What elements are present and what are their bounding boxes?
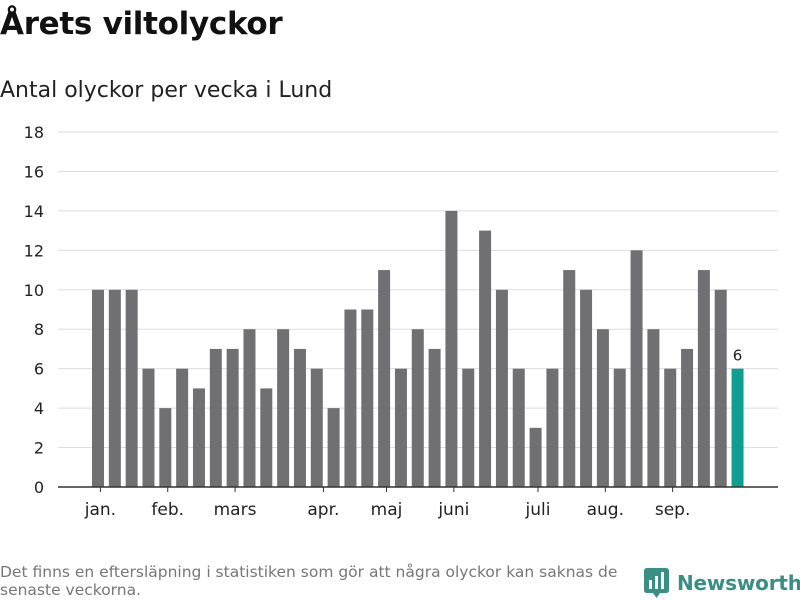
bar-layer: [92, 210, 744, 488]
y-tick-label: 16: [24, 162, 44, 181]
bar: [142, 368, 155, 487]
bar: [125, 289, 138, 487]
y-tick-label: 10: [24, 281, 44, 300]
bar: [378, 270, 391, 487]
bar: [92, 289, 104, 487]
chart-subtitle: Antal olyckor per vecka i Lund: [0, 78, 333, 103]
y-tick-label: 4: [34, 399, 44, 418]
bar: [226, 348, 239, 487]
bar: [192, 388, 205, 487]
bar: [647, 329, 660, 487]
bar: [697, 270, 710, 487]
footnote: Det finns en eftersläpning i statistiken…: [0, 563, 618, 599]
bar: [580, 289, 593, 487]
bar: [479, 230, 492, 488]
bar: [714, 289, 727, 487]
bar: [462, 368, 475, 487]
bar-highlight: [731, 368, 744, 487]
bar: [411, 329, 424, 487]
bar: [428, 348, 441, 487]
bar: [664, 368, 677, 487]
bar: [512, 368, 525, 487]
bar: [243, 329, 256, 487]
bar: [344, 309, 357, 487]
bar: [176, 368, 189, 487]
x-tick-label: juni: [437, 500, 469, 520]
y-tick-label: 12: [24, 241, 44, 260]
x-tick-label: sep.: [655, 500, 691, 520]
bar: [327, 408, 340, 487]
bar: [361, 309, 374, 487]
bar: [260, 388, 273, 487]
bar-data-label: 6: [733, 347, 743, 365]
bar: [394, 368, 407, 487]
x-tick-label: maj: [371, 500, 403, 520]
x-tick-label: juli: [525, 500, 551, 520]
bar: [529, 427, 542, 487]
bar: [209, 348, 222, 487]
x-tick-label: feb.: [151, 500, 184, 520]
bar: [310, 368, 323, 487]
y-tick-label: 6: [34, 360, 44, 379]
y-tick-label: 18: [24, 123, 44, 142]
bar: [563, 270, 576, 487]
bar: [293, 348, 306, 487]
bar: [159, 408, 172, 487]
y-tick-label: 2: [34, 439, 44, 458]
chart-title: Årets viltolyckor: [0, 6, 283, 42]
bar: [108, 289, 121, 487]
label-layer: 0 2 4 6 8 10 12 14 16 18 6 jan. feb. mars apr. maj juni j…: [24, 123, 778, 520]
x-tick-label: apr.: [307, 500, 339, 520]
x-tick-label: jan.: [84, 500, 116, 520]
bar: [681, 348, 694, 487]
bar: [613, 368, 626, 487]
bar: [277, 329, 290, 487]
brand-name: Newsworthy: [677, 571, 800, 595]
bar-chart: 0 2 4 6 8 10 12 14 16 18 6 jan. feb. mars apr. maj juni j…: [24, 123, 778, 520]
bar: [596, 329, 609, 487]
y-tick-label: 8: [34, 320, 44, 339]
bar: [445, 210, 458, 487]
y-tick-label: 0: [34, 478, 44, 497]
newsworthy-logo-icon: [644, 568, 669, 598]
bar: [630, 250, 643, 487]
brand-logo[interactable]: Newsworthy: [644, 568, 800, 598]
x-tick-label: mars: [214, 500, 257, 520]
x-tick-label: aug.: [587, 500, 624, 520]
bar: [546, 368, 559, 487]
y-tick-label: 14: [24, 202, 44, 221]
bar: [495, 289, 508, 487]
